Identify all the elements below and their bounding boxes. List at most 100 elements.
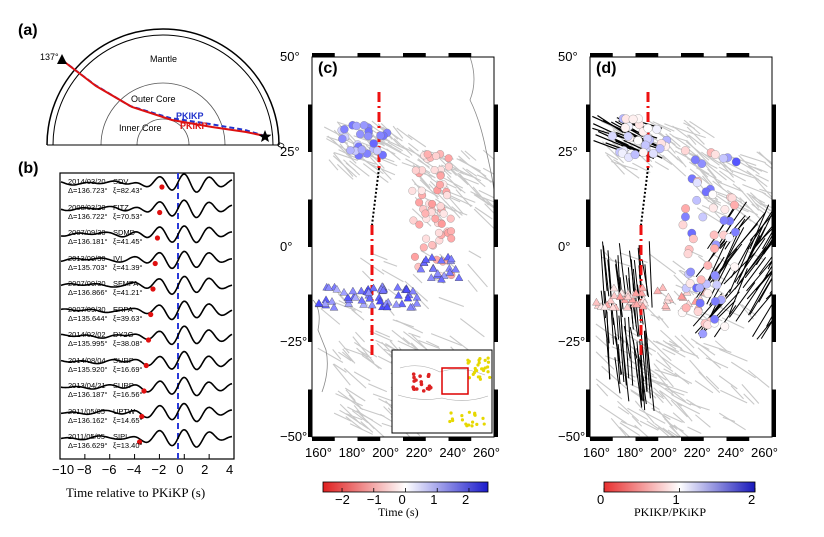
pkikp-pick-marker [136, 439, 143, 445]
pkikp-pick-marker [141, 388, 147, 394]
trace-station-label: DY2G [113, 330, 134, 339]
trace-delta-label: Δ=136.866° [68, 288, 108, 297]
trace-delta-label: Δ=136.187° [68, 390, 108, 399]
b-xtick-label: −8 [76, 462, 92, 477]
trace-delta-label: Δ=135.703° [68, 262, 108, 272]
trace-date-label: 2013/09/30 [68, 253, 106, 263]
map-d-lon-tick-label: 240° [717, 445, 745, 460]
trace-station-label: SIPI [113, 432, 128, 441]
pkikp-pick-marker [148, 311, 154, 318]
trace-station-label: UPTW [113, 406, 136, 416]
trace-xi-label: ξ=38.08° [113, 339, 143, 348]
pkikp-pick-marker [143, 362, 149, 369]
waveform-trace [60, 275, 233, 296]
trace-delta-label: Δ=135.995° [68, 339, 108, 348]
map-d-lon-tick-label: 200° [650, 445, 678, 460]
trace-xi-label: ξ=39.63° [113, 313, 143, 323]
waveform-trace [60, 250, 233, 270]
trace-delta-label: Δ=136.629° [68, 441, 108, 450]
colorbar-d-tick-label: 0 [597, 492, 605, 507]
trace-xi-label: ξ=41.21° [113, 288, 143, 297]
trace-xi-label: ξ=13.40° [113, 441, 143, 450]
trace-xi-label: ξ=41.39° [113, 262, 143, 272]
trace-date-label: 2007/09/30 [68, 304, 106, 314]
b-xtick-label: 2 [201, 462, 209, 477]
b-xtick-label: −6 [101, 462, 117, 477]
pkikp-pick-marker [139, 413, 145, 420]
pkikp-pick-marker [145, 337, 152, 343]
colorbar-d [603, 481, 756, 493]
map-c-lon-tick-label: 220° [405, 445, 433, 460]
trace-delta-label: Δ=136.181° [68, 237, 108, 246]
pkikp-pick-marker [152, 260, 158, 267]
panel-a [46, 28, 280, 146]
trace-date-label: 2011/05/05 [68, 432, 105, 441]
map-d-lon-tick-label: 220° [683, 445, 711, 460]
trace-date-label: 2007/09/30 [68, 279, 106, 288]
pkikp-pick-marker [150, 286, 156, 292]
trace-delta-label: Δ=135.920° [68, 364, 108, 374]
b-xtick-label: 4 [226, 462, 234, 477]
trace-station-label: SFMPA [113, 279, 139, 288]
map-c-lat-tick-label: −50° [280, 429, 308, 444]
layer-mantle-label: Mantle [150, 54, 178, 64]
map-c-lat-tick-label: −25° [280, 334, 308, 349]
map-c [308, 53, 498, 441]
map-c-lat-tick-label: 50° [280, 49, 300, 64]
trace-date-label: 2007/09/30 [68, 228, 106, 237]
colorbar-d-label: PKIKP/PKiKP [634, 505, 707, 519]
b-xtick-label: −2 [151, 462, 167, 477]
trace-station-label: SURP [113, 381, 134, 390]
trace-delta-label: Δ=136.162° [68, 415, 108, 425]
b-xtick-label: −10 [52, 462, 75, 477]
trace-date-label: 2014/02/02 [68, 330, 106, 339]
map-d [586, 53, 776, 441]
trace-xi-label: ξ=82.43° [113, 186, 143, 195]
colorbar-c-tick-label: 1 [430, 492, 438, 507]
waveform-trace [60, 300, 233, 321]
layer-inner-core-label: Inner Core [119, 123, 162, 133]
trace-date-label: 2011/05/05 [68, 406, 105, 416]
colorbar-d-tick-label: 1 [672, 492, 680, 507]
map-d-lat-tick-label: 50° [558, 49, 578, 64]
waveform-trace [60, 225, 233, 244]
map-c-lon-tick-label: 240° [439, 445, 467, 460]
map-d-lon-tick-label: 180° [616, 445, 644, 460]
event-star-icon [258, 130, 272, 142]
colorbar-c-tick-label: −1 [366, 492, 382, 507]
trace-station-label: FITZ [113, 202, 129, 212]
panel-c-letter: (c) [318, 60, 338, 77]
trace-xi-label: ξ=16.56° [113, 390, 143, 399]
map-d-lon-tick-label: 260° [751, 445, 778, 460]
waveform-trace [60, 199, 233, 219]
pkikp-pick-marker [157, 209, 163, 216]
trace-xi-label: ξ=14.65° [113, 415, 143, 425]
map-c-lon-tick-label: 180° [338, 445, 366, 460]
map-c-lon-tick-label: 260° [473, 445, 500, 460]
map-c-lon-tick-label: 160° [305, 445, 332, 460]
colorbar-c-label: Time (s) [378, 505, 419, 519]
trace-date-label: 2008/03/20 [68, 202, 106, 212]
trace-xi-label: ξ=16.69° [113, 364, 143, 374]
panel-b-letter: (b) [18, 160, 39, 177]
colorbar-c-tick-label: 0 [398, 492, 406, 507]
pkikp-pick-marker [159, 184, 165, 190]
waveform-trace [60, 428, 233, 448]
b-xtick-label: 0 [176, 462, 184, 477]
panel-b-xlabel: Time relative to PKiKP (s) [66, 485, 206, 500]
trace-date-label: 2013/04/21 [68, 381, 106, 390]
map-c-lat-tick-label: 0° [280, 239, 293, 254]
panel-b-axes [59, 172, 235, 460]
b-xtick-label: −4 [126, 462, 142, 477]
trace-date-label: 2014/08/04 [68, 355, 106, 365]
layer-outer-core-label: Outer Core [131, 94, 176, 104]
colorbar-c-tick-label: −2 [335, 492, 350, 507]
colorbar-d-tick-label: 2 [748, 492, 756, 507]
inset-map [391, 349, 493, 434]
map-d-lat-tick-label: −50° [558, 429, 586, 444]
colorbar-c-tick-label: 2 [461, 492, 470, 507]
trace-station-label: SDMD [113, 228, 136, 237]
pkikp-pick-marker [154, 235, 161, 241]
pkikp-small-phase-label: PKiKP [180, 121, 208, 131]
